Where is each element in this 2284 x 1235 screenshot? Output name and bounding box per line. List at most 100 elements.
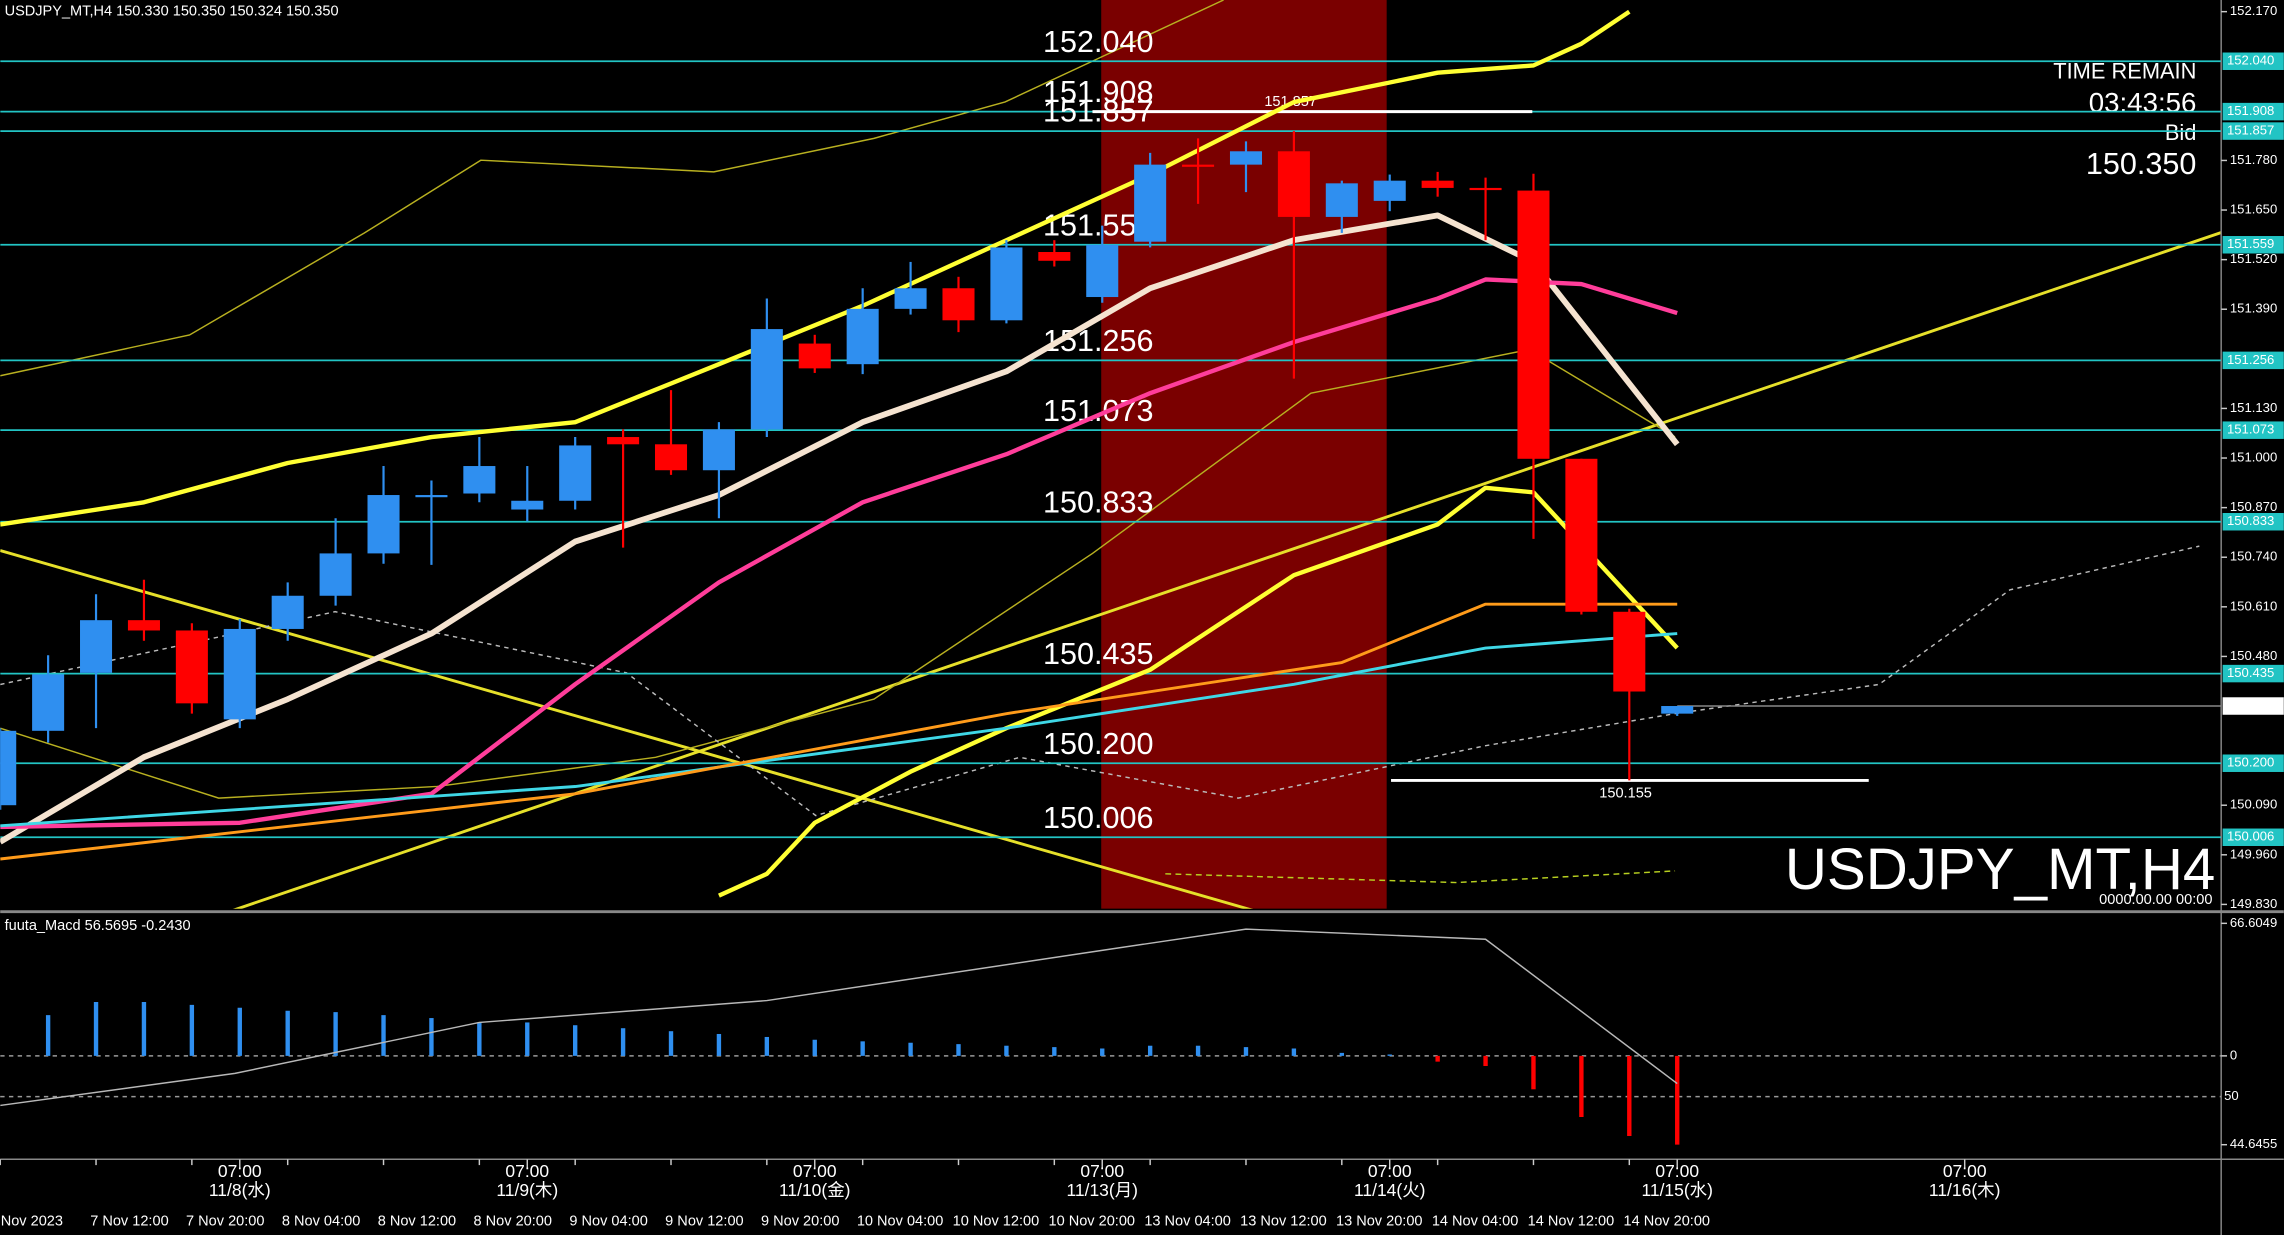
macd-tick-label: 44.6455 [2230, 1136, 2277, 1151]
y-tick-label: 151.130 [2230, 400, 2277, 415]
level-tag [2222, 421, 2284, 439]
level-tag-label: 151.559 [2227, 236, 2274, 251]
date-label: 9 Nov 12:00 [665, 1214, 743, 1230]
y-tick-label: 151.650 [2230, 201, 2277, 216]
y-tick-label: 152.170 [2230, 3, 2277, 18]
candle-body [894, 288, 927, 309]
session-time: 07:00 [1655, 1161, 1699, 1181]
date-label: 13 Nov 12:00 [1240, 1214, 1327, 1230]
date-label: 14 Nov 04:00 [1432, 1214, 1519, 1230]
candle-body [607, 437, 640, 445]
y-tick-label: 151.390 [2230, 301, 2277, 316]
bid-value: 150.350 [2086, 147, 2197, 181]
candle-body [463, 466, 496, 494]
candle-body [1134, 164, 1167, 242]
candle-body [0, 730, 17, 806]
candle-body [32, 674, 65, 731]
candle-body [750, 329, 783, 430]
level-tag-label: 151.256 [2227, 352, 2274, 367]
level-tag [2222, 754, 2284, 772]
date-label: 13 Nov 20:00 [1336, 1214, 1423, 1230]
candle-body [1661, 706, 1694, 714]
candle-body [1086, 244, 1119, 298]
level-tag [2222, 513, 2284, 531]
level-label: 151.908 [1043, 75, 1154, 109]
session-time: 07:00 [1080, 1161, 1124, 1181]
macd-level-label: 50 [2224, 1088, 2239, 1103]
candle-body [1325, 183, 1358, 217]
indicator-line [0, 602, 1678, 861]
level-tag [2222, 828, 2284, 846]
band-line [0, 348, 1676, 799]
macd-signal [0, 928, 1678, 1107]
level-tag-label: 152.040 [2227, 53, 2274, 68]
level-label: 150.833 [1043, 485, 1154, 519]
candle-body [846, 308, 879, 365]
candle-body [319, 553, 352, 596]
watermark-time: 0000.00.00 00:00 [2099, 892, 2212, 908]
date-label: 14 Nov 20:00 [1623, 1214, 1710, 1230]
macd-tick-label: 0 [2230, 1047, 2237, 1062]
cloud-line [1165, 870, 1676, 884]
session-date: 11/10(金) [779, 1180, 851, 1200]
session-time: 07:00 [793, 1161, 837, 1181]
candle-body [1229, 151, 1263, 165]
date-label: 10 Nov 12:00 [953, 1214, 1040, 1230]
date-label: 10 Nov 04:00 [857, 1214, 944, 1230]
level-tag [2222, 351, 2284, 370]
date-label: 7 Nov 20:00 [186, 1214, 264, 1230]
level-tag [2222, 122, 2284, 140]
candle-body [415, 495, 448, 498]
session-date: 11/8(水) [209, 1180, 271, 1200]
candle-body [223, 628, 256, 720]
level-tag-label: 150.435 [2227, 665, 2274, 680]
candle-body [702, 429, 735, 471]
indicator-line [0, 9, 1631, 527]
candle-body [798, 343, 831, 369]
session-date: 11/14(火) [1354, 1180, 1426, 1200]
level-tag-label: 151.857 [2227, 123, 2274, 138]
y-tick-label: 149.960 [2230, 846, 2277, 861]
level-tag [2222, 102, 2284, 121]
session-date: 11/15(水) [1641, 1180, 1713, 1200]
candle-body [1613, 611, 1646, 692]
date-label: 9 Nov 20:00 [761, 1214, 839, 1230]
bid-tag [2222, 697, 2284, 715]
time-remain-label: TIME REMAIN [2053, 59, 2196, 84]
candle-body [127, 620, 160, 631]
bid-tag-label: 150.350 [2227, 697, 2274, 712]
candle-body [80, 620, 113, 673]
candle-body [1373, 180, 1406, 201]
y-tick-label: 150.090 [2230, 797, 2277, 812]
session-time: 07:00 [1943, 1161, 1987, 1181]
candle-body [1421, 180, 1454, 188]
trend-line [0, 549, 1253, 909]
date-label: 14 Nov 12:00 [1528, 1214, 1615, 1230]
candle-body [1038, 252, 1071, 261]
session-date: 11/13(月) [1066, 1180, 1138, 1200]
y-tick-label: 151.000 [2230, 449, 2277, 464]
level-tag-label: 151.908 [2227, 103, 2274, 118]
level-tag-label: 151.073 [2227, 422, 2274, 437]
indicator-line [0, 277, 1678, 830]
annotation: 150.155 [1599, 785, 1652, 801]
macd-plot [0, 928, 2222, 1145]
level-tag-label: 150.200 [2227, 755, 2274, 770]
level-label: 150.435 [1043, 637, 1154, 671]
y-tick-label: 150.480 [2230, 648, 2277, 663]
date-label: 8 Nov 04:00 [282, 1214, 360, 1230]
candle-body [942, 288, 975, 321]
session-date: 11/9(木) [496, 1180, 558, 1200]
session-time: 07:00 [1368, 1161, 1412, 1181]
band-line [0, 0, 1224, 377]
candle-body [559, 445, 592, 501]
bid-label: Bid [2165, 120, 2197, 145]
level-tag [2222, 236, 2284, 254]
candle-body [271, 595, 304, 629]
candle-body [511, 500, 544, 510]
candle-body [654, 444, 688, 471]
level-tag [2222, 664, 2284, 683]
date-label: 8 Nov 20:00 [474, 1214, 552, 1230]
session-date: 11/16(木) [1929, 1180, 2001, 1200]
